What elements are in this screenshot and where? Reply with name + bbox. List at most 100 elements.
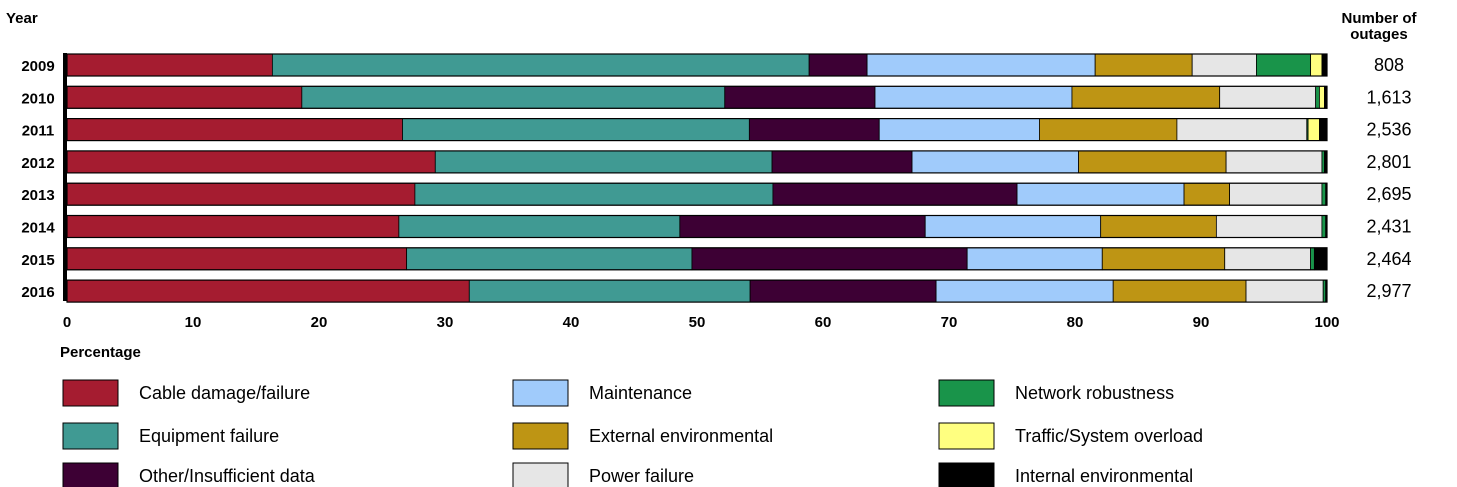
x-tick-label-40: 40 [563,314,580,331]
bar-row-2010 [66,85,1328,109]
bar-segment-2010-5 [1219,85,1317,109]
bar-row-2012 [66,150,1328,174]
bar-segment-2010-2 [724,85,876,109]
outage-count-2012: 2,801 [1366,152,1411,172]
bar-segment-2014-2 [679,215,926,238]
bar-segment-2009-5 [1191,53,1257,77]
legend-swatch-7 [938,422,995,450]
legend: Cable damage/failure Equipment failure Oth… [62,379,1203,487]
bar-segment-2011-5 [1176,118,1308,141]
bar-segment-2016-1 [468,279,751,303]
bar-row-2015 [66,247,1328,271]
year-label-2011: 2011 [22,123,55,140]
bar-segment-2011-0 [66,118,403,141]
legend-label-1: Equipment failure [139,426,279,446]
bar-segment-2015-5 [1224,247,1311,271]
bar-segment-2013-4 [1183,182,1230,206]
legend-item-1: Equipment failure [62,422,279,450]
bar-row-2014 [66,214,1328,239]
year-label-2015: 2015 [21,252,54,269]
bar-segment-2012-1 [434,150,773,174]
bar-segment-2011-3 [878,118,1040,141]
bar-segment-2015-0 [66,247,408,271]
x-tick-label-0: 0 [63,314,71,331]
bar-segment-2012-4 [1078,150,1227,174]
year-labels: 2009 2010 2011 2012 2013 2014 2015 2016 [21,58,55,301]
bar-segment-2010-3 [874,85,1073,109]
bar-segment-2014-3 [924,215,1102,238]
outage-count-2014: 2,431 [1366,217,1411,237]
bars-layer [66,53,1328,303]
bar-segment-2009-7 [1310,53,1323,77]
bar-segment-2010-0 [66,85,303,109]
bar-segment-2010-6 [1315,85,1320,109]
bar-row-2011 [66,117,1328,142]
outage-counts: 808 1,613 2,536 2,801 2,695 2,431 2,464 2,977 [1366,55,1411,301]
bar-segment-2011-8 [1319,118,1328,141]
bar-segment-2009-8 [1321,53,1328,77]
bar-segment-2016-0 [66,279,470,303]
legend-swatch-1 [62,422,119,450]
x-tick-label-70: 70 [941,314,958,331]
bar-segment-2011-1 [402,118,750,141]
year-label-2009: 2009 [21,58,54,75]
x-tick-label-30: 30 [437,314,454,331]
legend-item-3: Maintenance [512,379,692,407]
bar-segment-2009-3 [866,53,1096,77]
bar-segment-2014-0 [66,215,400,238]
legend-swatch-4 [512,422,569,450]
legend-item-5: Power failure [512,462,694,487]
outage-count-2011: 2,536 [1366,120,1411,140]
outage-count-2013: 2,695 [1366,184,1411,204]
legend-item-0: Cable damage/failure [62,379,310,407]
bar-segment-2013-3 [1016,182,1185,206]
bar-segment-2009-1 [271,53,810,77]
x-tick-label-10: 10 [185,314,202,331]
bar-segment-2015-2 [691,247,968,271]
x-tick-label-90: 90 [1193,314,1210,331]
legend-swatch-0 [62,379,119,407]
bar-segment-2015-6 [1310,247,1315,271]
legend-item-6: Network robustness [938,379,1174,407]
bar-row-2009 [66,53,1328,77]
bar-row-2013 [66,182,1328,206]
bar-segment-2012-3 [911,150,1079,174]
bar-segment-2015-1 [406,247,693,271]
legend-item-7: Traffic/System overload [938,422,1203,450]
y-axis-title: Year [6,10,38,27]
bar-segment-2015-8 [1313,247,1328,271]
bar-row-2016 [66,279,1328,303]
legend-swatch-6 [938,379,995,407]
bar-segment-2015-4 [1101,247,1226,271]
bar-segment-2016-2 [749,279,937,303]
x-axis-title: Percentage [60,344,141,361]
outage-count-2016: 2,977 [1366,281,1411,301]
legend-label-0: Cable damage/failure [139,383,310,403]
outage-count-2009: 808 [1374,55,1404,75]
year-label-2010: 2010 [21,90,54,107]
bar-segment-2009-2 [808,53,868,77]
x-tick-label-100: 100 [1314,314,1339,331]
bar-segment-2014-4 [1100,215,1217,238]
bar-segment-2009-6 [1256,53,1312,77]
outage-count-2015: 2,464 [1366,249,1411,269]
legend-label-5: Power failure [589,466,694,486]
bar-segment-2010-4 [1071,85,1221,109]
bar-segment-2010-7 [1319,85,1325,109]
bar-segment-2012-5 [1225,150,1323,174]
bar-segment-2014-6 [1321,215,1327,238]
bar-segment-2011-7 [1307,118,1320,141]
legend-item-2: Other/Insufficient data [62,462,316,487]
legend-swatch-8 [938,462,995,487]
bar-segment-2013-2 [772,182,1018,206]
bar-segment-2016-5 [1245,279,1324,303]
legend-label-3: Maintenance [589,383,692,403]
legend-label-4: External environmental [589,426,773,446]
bar-segment-2013-1 [414,182,774,206]
legend-swatch-5 [512,462,569,487]
bar-segment-2012-0 [66,150,436,174]
bar-segment-2010-1 [301,85,726,109]
legend-label-6: Network robustness [1015,383,1174,403]
legend-label-7: Traffic/System overload [1015,426,1203,446]
